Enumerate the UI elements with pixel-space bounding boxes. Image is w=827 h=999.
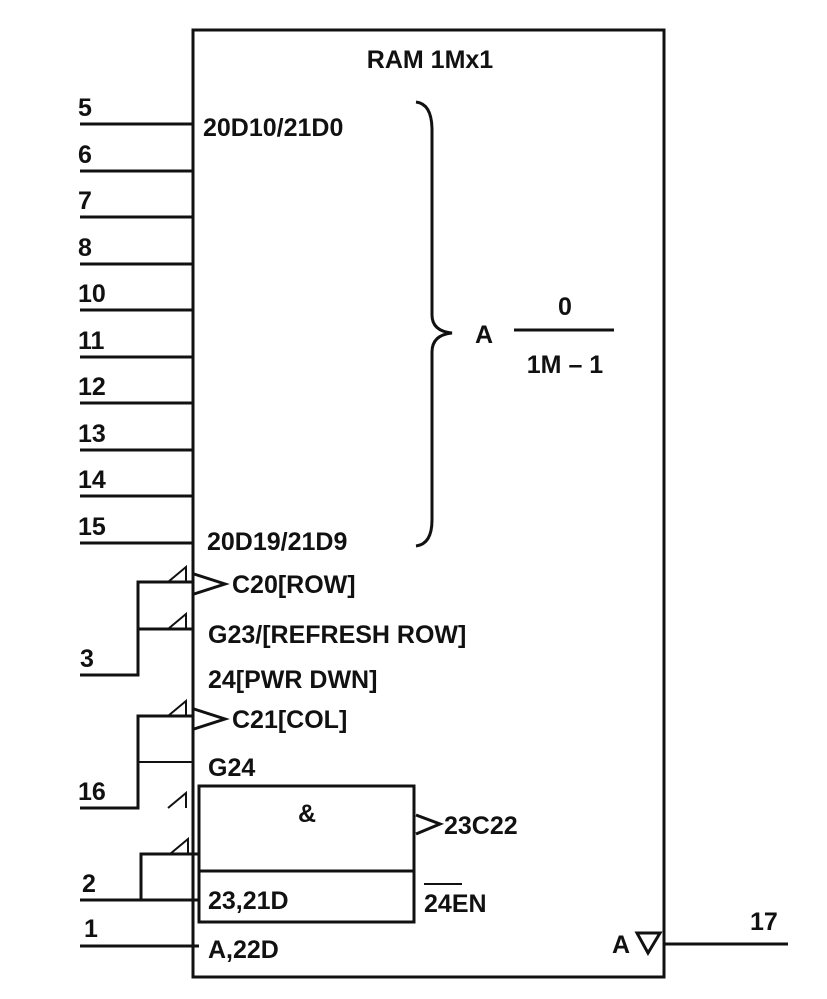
w-wire [80, 852, 199, 902]
address-pin-number: 12 [78, 373, 106, 401]
address-last-label: 20D19/21D9 [207, 528, 347, 556]
c22-clock-symbol [415, 813, 445, 836]
pin-ras: 3 [80, 645, 94, 673]
address-first-label: 20D10/21D0 [203, 114, 343, 142]
pwr-dwn-label: 24[PWR DWN] [208, 666, 377, 694]
address-pin-number: 6 [78, 141, 92, 169]
c21-clock-symbol [193, 707, 230, 731]
address-group-numerator: 0 [558, 293, 572, 321]
pin-w: 2 [82, 870, 96, 898]
and-input-cas-indicator [167, 790, 187, 809]
g23-label: G23/[REFRESH ROW] [208, 621, 466, 649]
c22-label: 23C22 [444, 812, 518, 840]
address-pin-number: 10 [78, 280, 106, 308]
en-label: 24EN [424, 890, 487, 918]
g23-dynamic-indicator [167, 611, 187, 630]
open-drain-output-icon [634, 931, 663, 957]
c21-label: C21[COL] [232, 706, 347, 734]
address-pin-number: 13 [78, 420, 106, 448]
c20-clock-symbol [193, 572, 230, 596]
address-pin-number: 15 [78, 513, 106, 541]
address-pin-number: 14 [78, 466, 106, 494]
address-inputs: 5 6 7 8 10 11 12 13 14 15 [78, 94, 194, 545]
en-suffix: EN [452, 890, 487, 918]
c20-label: C20[ROW] [232, 571, 356, 599]
pin-d: 1 [84, 915, 98, 943]
address-pin-number: 7 [78, 187, 92, 215]
pin-cas: 16 [78, 778, 106, 806]
address-group-denominator: 1M – 1 [527, 351, 604, 379]
address-group-prefix: A [475, 321, 493, 349]
address-brace [415, 100, 453, 548]
address-pin-number: 11 [78, 327, 105, 355]
pin-q: 17 [750, 908, 778, 936]
address-pin-number: 8 [78, 234, 92, 262]
d23-label: 23,21D [208, 887, 289, 915]
g24-label: G24 [208, 754, 255, 782]
ram-title: RAM 1Mx1 [367, 46, 494, 74]
a22d-label: A,22D [208, 936, 279, 964]
c20-dynamic-indicator [167, 564, 187, 583]
output-label: A [612, 931, 630, 959]
address-pin-number: 5 [78, 94, 92, 122]
en-prefix: 24 [424, 890, 452, 918]
and-input-w-indicator [169, 836, 189, 855]
ram-outline [191, 28, 666, 979]
c21-dynamic-indicator [167, 698, 187, 717]
and-symbol: & [298, 800, 316, 828]
